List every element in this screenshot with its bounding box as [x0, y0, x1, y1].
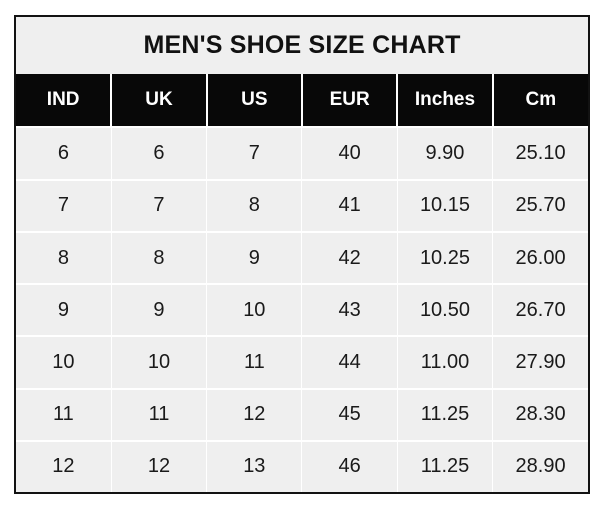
cell-cm: 26.70: [492, 283, 588, 337]
cell-us: 8: [206, 178, 303, 232]
title-cell: MEN'S SHOE SIZE CHART: [16, 17, 588, 75]
table-row: 6 6 7 40 9.90 25.10: [16, 126, 588, 180]
cell-us: 12: [206, 387, 303, 441]
cell-us: 10: [206, 283, 303, 337]
cell-ind: 12: [16, 439, 112, 492]
cell-eur: 40: [301, 126, 398, 180]
column-header-inches: Inches: [397, 74, 494, 128]
shoe-size-table: MEN'S SHOE SIZE CHART IND UK US EUR Inches Cm…: [16, 17, 588, 492]
cell-eur: 45: [301, 387, 398, 441]
cell-us: 9: [206, 230, 303, 285]
column-header-ind: IND: [16, 74, 113, 128]
size-chart-container: MEN'S SHOE SIZE CHART IND UK US EUR Inches Cm…: [14, 15, 590, 494]
column-header-row: IND UK US EUR Inches Cm: [16, 74, 588, 128]
title-row: MEN'S SHOE SIZE CHART: [16, 17, 588, 75]
cell-uk: 12: [111, 439, 208, 492]
cell-cm: 28.90: [492, 439, 588, 492]
cell-ind: 8: [16, 230, 112, 285]
cell-inches: 11.25: [397, 387, 494, 441]
cell-cm: 26.00: [492, 230, 588, 285]
cell-uk: 9: [111, 283, 208, 337]
table-row: 7 7 8 41 10.15 25.70: [16, 178, 588, 232]
cell-cm: 28.30: [492, 387, 588, 441]
cell-ind: 9: [16, 283, 112, 337]
cell-cm: 27.90: [492, 335, 588, 389]
cell-us: 13: [206, 439, 303, 492]
cell-uk: 8: [111, 230, 208, 285]
column-header-eur: EUR: [301, 74, 399, 128]
cell-ind: 10: [16, 335, 112, 389]
cell-ind: 11: [16, 387, 112, 441]
cell-eur: 46: [301, 439, 398, 492]
cell-inches: 11.25: [397, 439, 494, 492]
column-header-cm: Cm: [492, 74, 588, 128]
cell-inches: 9.90: [397, 126, 494, 180]
table-row: 9 9 10 43 10.50 26.70: [16, 283, 588, 337]
cell-uk: 6: [111, 126, 208, 180]
cell-uk: 11: [111, 387, 208, 441]
column-header-uk: UK: [111, 74, 208, 128]
cell-ind: 6: [16, 126, 112, 180]
table-row: 10 10 11 44 11.00 27.90: [16, 335, 588, 389]
cell-us: 7: [206, 126, 303, 180]
cell-eur: 42: [301, 230, 398, 285]
table-row: 8 8 9 42 10.25 26.00: [16, 230, 588, 285]
page-title: MEN'S SHOE SIZE CHART: [143, 31, 461, 60]
cell-inches: 10.15: [397, 178, 494, 232]
cell-inches: 11.00: [397, 335, 494, 389]
cell-eur: 43: [301, 283, 398, 337]
table-row: 12 12 13 46 11.25 28.90: [16, 439, 588, 492]
column-header-us: US: [206, 74, 303, 128]
cell-inches: 10.50: [397, 283, 494, 337]
cell-inches: 10.25: [397, 230, 494, 285]
cell-eur: 41: [301, 178, 398, 232]
cell-uk: 10: [111, 335, 208, 389]
cell-uk: 7: [111, 178, 208, 232]
cell-ind: 7: [16, 178, 112, 232]
cell-eur: 44: [301, 335, 398, 389]
cell-cm: 25.10: [492, 126, 588, 180]
cell-cm: 25.70: [492, 178, 588, 232]
table-row: 11 11 12 45 11.25 28.30: [16, 387, 588, 441]
cell-us: 11: [206, 335, 303, 389]
